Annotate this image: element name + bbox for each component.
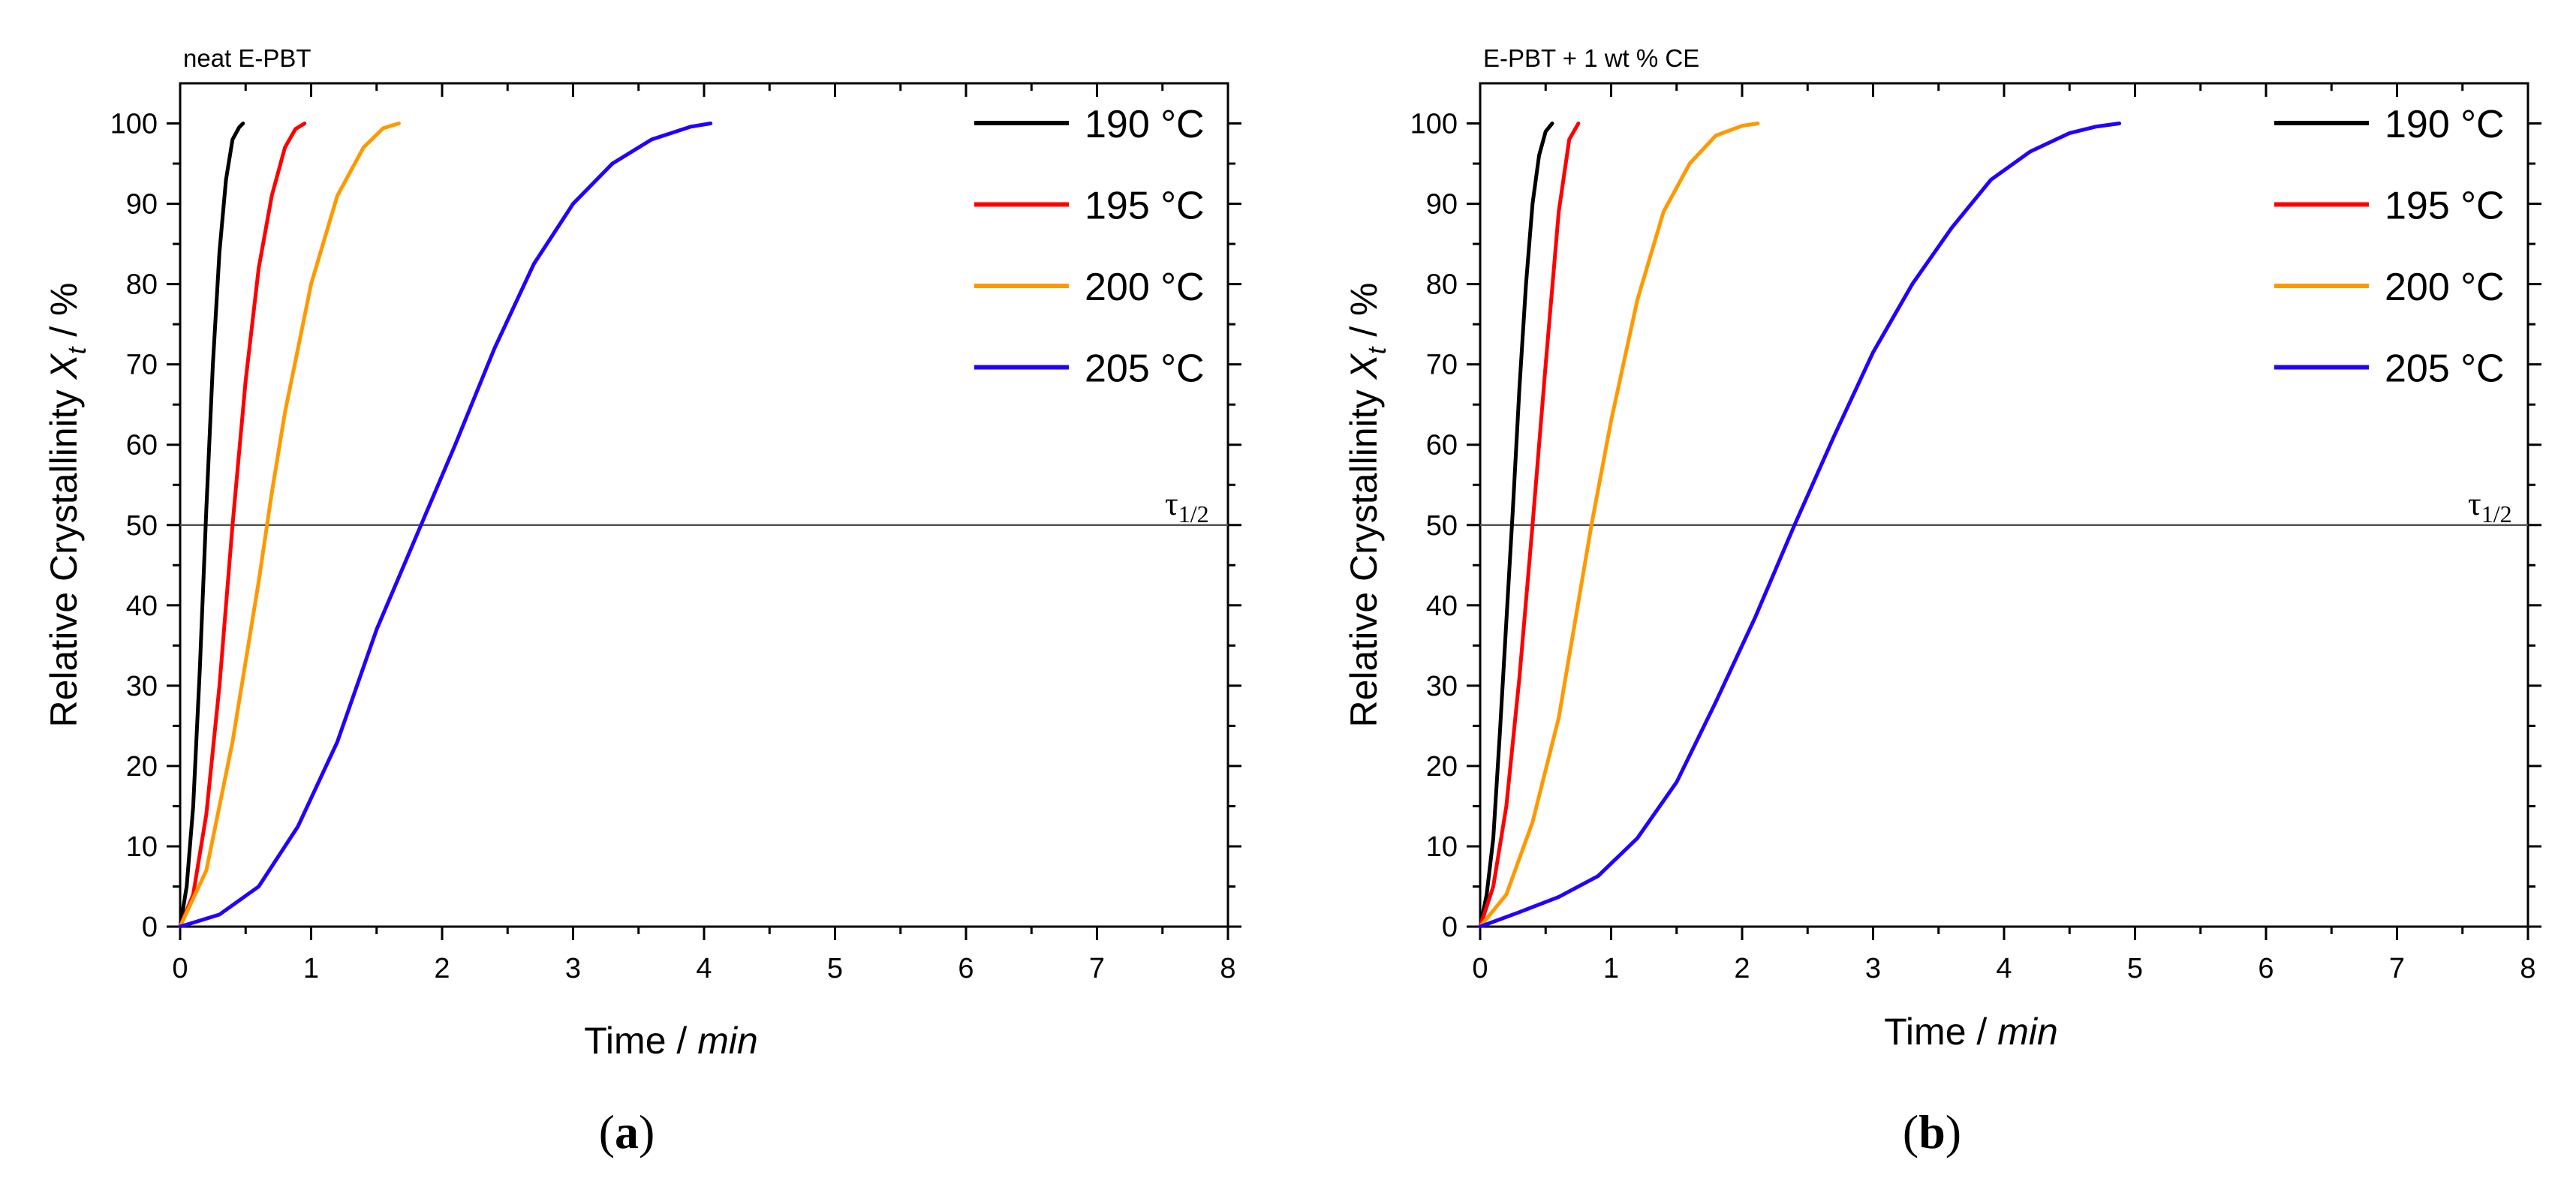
- x-tick-label: 6: [2258, 953, 2274, 984]
- y-tick-label: 70: [1426, 350, 1458, 381]
- x-axis-title: Time / min: [584, 1020, 758, 1062]
- x-tick-label: 3: [565, 953, 581, 984]
- x-tick-label: 2: [1734, 953, 1750, 984]
- y-tick-label: 80: [1426, 269, 1458, 301]
- panel-title: E-PBT + 1 wt % CE: [1483, 44, 1699, 72]
- y-tick-label: 10: [1426, 831, 1458, 863]
- panel-title: neat E-PBT: [183, 44, 311, 72]
- y-tick-label: 30: [126, 671, 158, 702]
- y-tick-label: 30: [1426, 671, 1458, 702]
- y-tick-label: 50: [1426, 510, 1458, 542]
- x-tick-label: 5: [2127, 953, 2143, 984]
- x-tick-label: 8: [2520, 953, 2535, 984]
- legend-label-195: 195 °C: [2385, 185, 2505, 228]
- y-tick-label: 20: [126, 751, 158, 783]
- x-tick-label: 4: [696, 953, 712, 984]
- x-tick-label: 2: [434, 953, 450, 984]
- x-axis-title: Time / min: [1884, 1011, 2058, 1053]
- legend-label-195: 195 °C: [1085, 185, 1205, 228]
- chart-panel-b: E-PBT + 1 wt % CE0 1 2 3 4 5 6 7 801020304050607…: [1343, 44, 2541, 1158]
- x-tick-label: 8: [1220, 953, 1235, 984]
- legend-label-200: 200 °C: [1085, 266, 1205, 309]
- y-tick-label: 0: [1442, 912, 1458, 943]
- series-line-200: [1478, 122, 1760, 929]
- series-line-190: [178, 122, 245, 929]
- series-line-190: [1478, 122, 1554, 929]
- x-tick-label: 5: [827, 953, 843, 984]
- y-tick-label: 10: [126, 831, 158, 863]
- y-tick-label: 90: [126, 189, 158, 221]
- x-tick-label: 4: [1996, 953, 2012, 984]
- x-tick-label: 7: [2389, 953, 2405, 984]
- legend-label-190: 190 °C: [1085, 103, 1205, 146]
- series-line-205: [1478, 122, 2122, 929]
- x-tick-label: 0: [1472, 953, 1488, 984]
- half-time-label: τ1/2: [2468, 485, 2512, 527]
- panel-label: (a): [599, 1105, 655, 1158]
- x-tick-label: 0: [172, 953, 188, 984]
- y-tick-label: 60: [126, 430, 158, 461]
- y-tick-label: 20: [1426, 751, 1458, 783]
- panel-label: (b): [1903, 1105, 1961, 1158]
- y-tick-label: 90: [1426, 189, 1458, 221]
- legend-label-200: 200 °C: [2385, 266, 2505, 309]
- series-line-195: [1478, 122, 1581, 929]
- x-tick-label: 7: [1089, 953, 1105, 984]
- plot-frame: [1479, 82, 2529, 928]
- y-tick-label: 60: [1426, 430, 1458, 461]
- y-tick-label: 80: [126, 269, 158, 301]
- y-tick-label: 50: [126, 510, 158, 542]
- x-tick-label: 6: [958, 953, 974, 984]
- x-tick-label: 1: [303, 953, 319, 984]
- y-tick-label: 100: [1410, 109, 1458, 140]
- y-tick-label: 40: [126, 590, 158, 622]
- y-tick-label: 40: [1426, 590, 1458, 622]
- legend-label-190: 190 °C: [2385, 103, 2505, 146]
- y-tick-label: 100: [110, 109, 158, 140]
- plot-frame: [179, 82, 1229, 928]
- y-axis-title: Relative Crystallinity Xt / %: [43, 283, 92, 728]
- series-line-195: [178, 122, 307, 929]
- y-tick-label: 0: [142, 912, 158, 943]
- series-line-200: [178, 122, 401, 929]
- x-tick-label: 1: [1603, 953, 1619, 984]
- series-line-205: [178, 122, 713, 929]
- y-axis-title: Relative Crystallinity Xt / %: [1343, 283, 1392, 728]
- y-tick-label: 70: [126, 350, 158, 381]
- legend-label-205: 205 °C: [2385, 347, 2505, 391]
- x-tick-label: 3: [1865, 953, 1881, 984]
- half-time-label: τ1/2: [1165, 485, 1209, 527]
- legend-label-205: 205 °C: [1085, 347, 1205, 391]
